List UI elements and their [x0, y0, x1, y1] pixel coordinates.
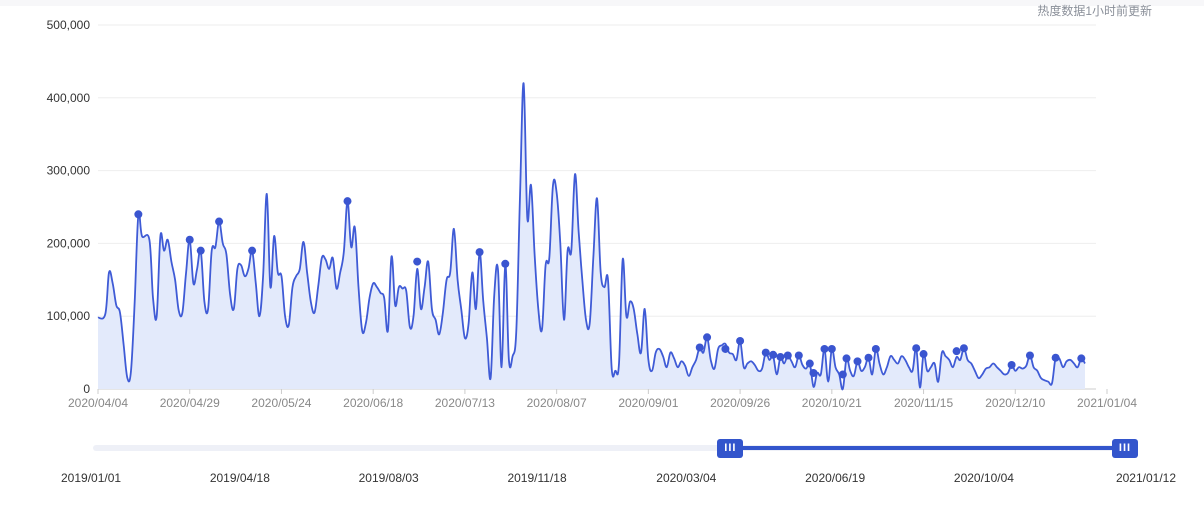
zoom-slider-right-handle[interactable]: III	[1112, 439, 1138, 458]
data-point-marker[interactable]	[912, 344, 921, 353]
y-axis-ticks: 0 100,000 200,000 300,000 400,000 500,000	[47, 18, 91, 396]
data-point-marker[interactable]	[769, 350, 778, 359]
data-point-marker[interactable]	[1025, 351, 1034, 360]
zoom-slider-track[interactable]	[93, 445, 1125, 451]
slider-date-label: 2021/01/12	[1115, 471, 1176, 485]
data-point-marker[interactable]	[185, 235, 194, 244]
data-point-marker[interactable]	[864, 353, 873, 362]
data-point-marker[interactable]	[959, 344, 968, 353]
line-chart: 0 100,000 200,000 300,000 400,000 500,000 202…	[47, 18, 1138, 410]
data-point-marker[interactable]	[952, 347, 961, 356]
slider-date-label: 2020/03/04	[656, 471, 717, 485]
top-bar	[0, 0, 1204, 6]
data-point-marker[interactable]	[736, 336, 745, 345]
x-tick-label: 2020/04/04	[68, 396, 128, 410]
data-point-marker[interactable]	[501, 259, 510, 268]
data-point-marker[interactable]	[820, 344, 829, 353]
x-tick-label: 2020/07/13	[435, 396, 495, 410]
data-point-marker[interactable]	[838, 370, 847, 379]
y-tick-label: 400,000	[47, 91, 91, 105]
y-tick-label: 100,000	[47, 309, 91, 323]
data-point-marker[interactable]	[721, 344, 730, 353]
slider-date-label: 2020/10/04	[953, 471, 1014, 485]
data-point-marker[interactable]	[1077, 354, 1086, 363]
data-point-marker[interactable]	[343, 197, 352, 206]
x-tick-label: 2020/06/18	[343, 396, 403, 410]
data-point-marker[interactable]	[776, 352, 785, 361]
data-point-marker[interactable]	[783, 351, 792, 360]
zoom-slider-left-handle[interactable]: III	[717, 439, 744, 458]
data-point-marker[interactable]	[827, 344, 836, 353]
slider-date-label: 2019/08/03	[358, 471, 419, 485]
series-markers	[134, 197, 1086, 379]
update-note: 热度数据1小时前更新	[1037, 4, 1152, 18]
data-point-marker[interactable]	[842, 354, 851, 363]
slider-date-label: 2019/04/18	[209, 471, 270, 485]
data-point-marker[interactable]	[413, 257, 422, 266]
x-tick-label: 2020/10/21	[802, 396, 862, 410]
y-tick-label: 200,000	[47, 236, 91, 250]
slider-date-label: 2020/06/19	[805, 471, 866, 485]
data-point-marker[interactable]	[215, 217, 224, 226]
data-point-marker[interactable]	[794, 351, 803, 360]
data-point-marker[interactable]	[761, 348, 770, 357]
data-point-marker[interactable]	[871, 344, 880, 353]
data-point-marker[interactable]	[809, 368, 818, 377]
data-point-marker[interactable]	[1051, 353, 1060, 362]
series-area	[98, 83, 1085, 390]
x-tick-label: 2020/09/26	[710, 396, 770, 410]
data-point-marker[interactable]	[805, 359, 814, 368]
x-tick-label: 2021/01/04	[1077, 396, 1137, 410]
y-tick-label: 300,000	[47, 164, 91, 178]
x-tick-label: 2020/12/10	[985, 396, 1045, 410]
data-point-marker[interactable]	[248, 246, 257, 255]
series-line	[97, 82, 1086, 391]
data-point-marker[interactable]	[853, 357, 862, 366]
y-tick-label: 0	[83, 382, 90, 396]
data-point-marker[interactable]	[134, 210, 143, 219]
x-tick-label: 2020/09/01	[618, 396, 678, 410]
slider-date-label: 2019/11/18	[507, 471, 567, 485]
x-tick-label: 2020/08/07	[527, 396, 587, 410]
slider-date-label: 2019/01/01	[61, 471, 122, 485]
x-axis-ticks: 2020/04/04 2020/04/29 2020/05/24 2020/06/18…	[68, 389, 1137, 410]
data-point-marker[interactable]	[1007, 360, 1016, 369]
data-point-marker[interactable]	[703, 333, 712, 342]
data-point-marker[interactable]	[695, 343, 704, 352]
data-point-marker[interactable]	[196, 246, 205, 255]
x-tick-label: 2020/11/15	[894, 396, 953, 410]
data-point-marker[interactable]	[919, 350, 928, 359]
x-tick-label: 2020/04/29	[160, 396, 220, 410]
x-tick-label: 2020/05/24	[251, 396, 311, 410]
data-point-marker[interactable]	[475, 248, 484, 257]
zoom-slider-selection[interactable]	[731, 446, 1125, 450]
y-tick-label: 500,000	[47, 18, 91, 32]
